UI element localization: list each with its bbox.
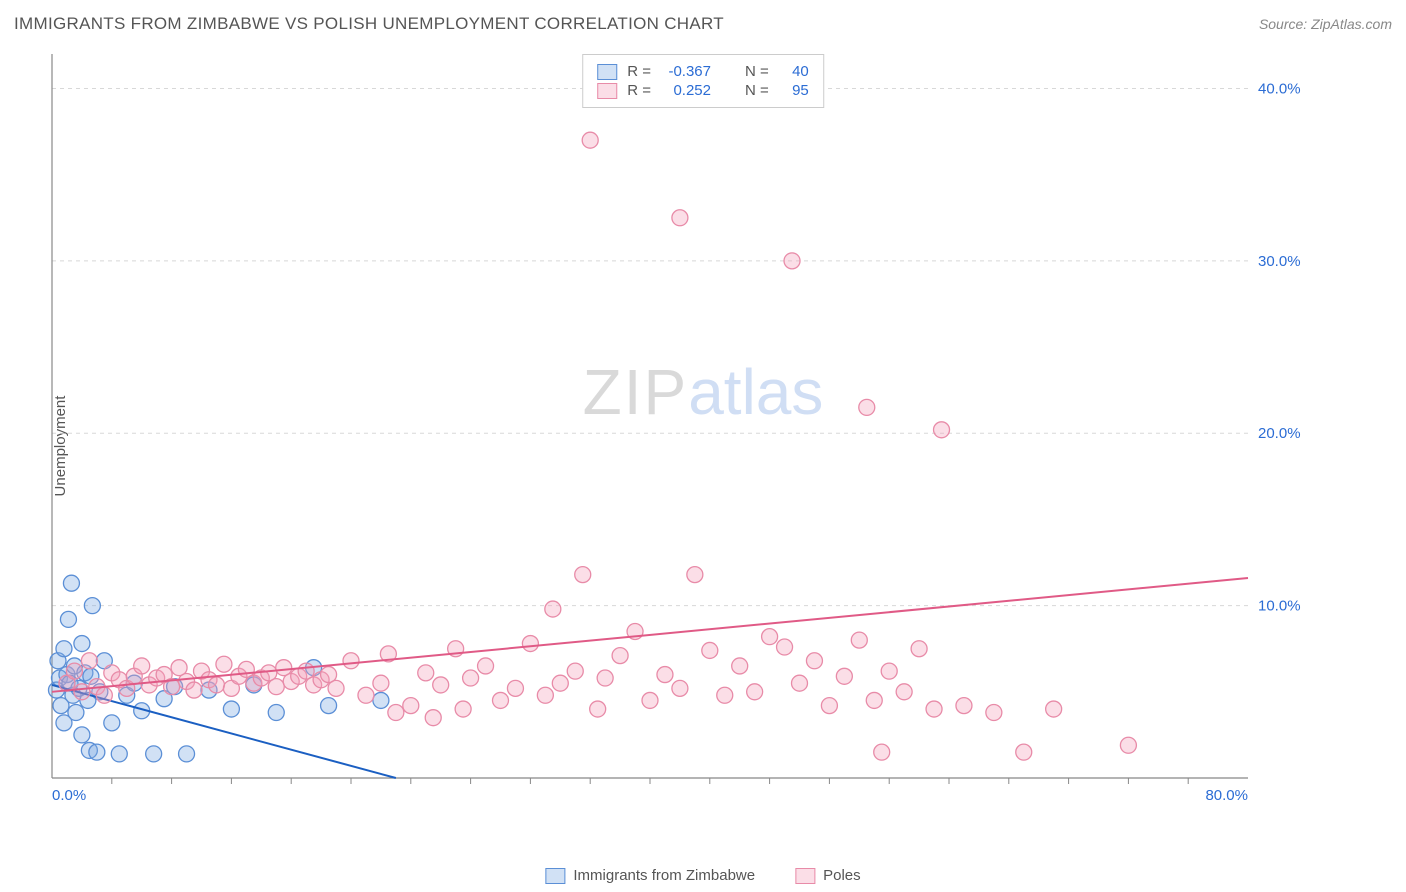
legend-swatch xyxy=(795,868,815,884)
legend-row: R =0.252N =95 xyxy=(597,82,809,99)
scatter-plot-svg: 10.0% 20.0% 30.0% 40.0% 0.0% 80.0% xyxy=(46,46,1316,818)
series-legend: Immigrants from Zimbabwe Poles xyxy=(545,867,860,884)
correlation-legend: R =-0.367N =40 R =0.252N =95 xyxy=(582,54,824,108)
plot-area: 10.0% 20.0% 30.0% 40.0% 0.0% 80.0% xyxy=(46,46,1386,856)
title-bar: IMMIGRANTS FROM ZIMBABWE VS POLISH UNEMP… xyxy=(14,14,1392,34)
svg-text:20.0%: 20.0% xyxy=(1258,425,1301,442)
series-legend-label: Poles xyxy=(823,867,861,884)
svg-text:30.0%: 30.0% xyxy=(1258,253,1301,270)
series-legend-item: Poles xyxy=(795,867,861,884)
series-legend-label: Immigrants from Zimbabwe xyxy=(573,867,755,884)
svg-text:80.0%: 80.0% xyxy=(1205,787,1248,804)
svg-text:40.0%: 40.0% xyxy=(1258,80,1301,97)
source-attribution: Source: ZipAtlas.com xyxy=(1259,16,1392,32)
chart-title: IMMIGRANTS FROM ZIMBABWE VS POLISH UNEMP… xyxy=(14,14,724,34)
svg-text:0.0%: 0.0% xyxy=(52,787,86,804)
legend-swatch xyxy=(545,868,565,884)
svg-text:10.0%: 10.0% xyxy=(1258,598,1301,615)
legend-swatch xyxy=(597,64,617,80)
legend-swatch xyxy=(597,83,617,99)
series-legend-item: Immigrants from Zimbabwe xyxy=(545,867,755,884)
legend-row: R =-0.367N =40 xyxy=(597,63,809,80)
